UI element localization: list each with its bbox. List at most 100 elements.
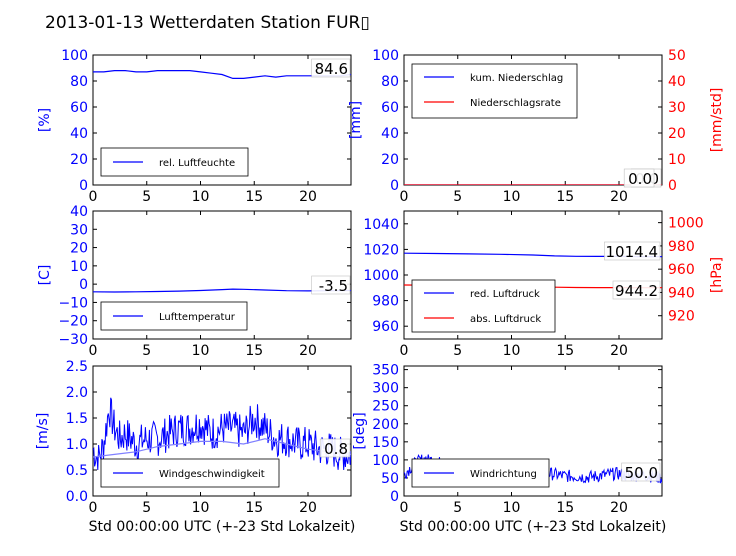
panel-temperature: 0 5 10 15 20 −30 −20 −10 0 10 20 30 40 [C] Lufttempera… [37, 204, 352, 359]
legend-entry: Windgeschwindigkeit [159, 469, 265, 480]
y-axis-label: [deg] [352, 412, 368, 449]
value-label: 1014.4 [606, 243, 659, 261]
x-tick-label: 15 [556, 189, 574, 205]
y-tick-label: 300 [372, 381, 399, 397]
y-tick-label: 1.0 [66, 437, 88, 453]
x-tick-label: 0 [89, 500, 98, 516]
current-value: 84.6 [311, 58, 351, 78]
x-tick-label: 10 [503, 343, 521, 359]
x-tick-label: 15 [245, 343, 263, 359]
legend-entry: Niederschlagsrate [470, 98, 561, 109]
y-tick-label: 2.5 [66, 359, 88, 375]
chart-title: 2013-01-13 Wetterdaten Station FUR▯ [45, 13, 370, 33]
legend: Lufttemperatur [100, 301, 248, 331]
y-tick-label: 60 [381, 100, 399, 116]
x-tick-label: 0 [400, 500, 409, 516]
x-tick-label: 15 [245, 189, 263, 205]
x-tick-label: 20 [299, 343, 317, 359]
legend-entry: abs. Luftdruck [470, 314, 541, 325]
x-tick-label: 0 [400, 343, 409, 359]
y-axis-label: [C] [37, 265, 53, 286]
x-tick-label: 10 [503, 189, 521, 205]
y-tick-label: 20 [381, 152, 399, 168]
y-tick-label: −10 [58, 295, 88, 311]
x-axis-label: Std 00:00:00 UTC (+-23 Std Lokalzeit) [400, 519, 667, 535]
series-line-lufttemperatur [93, 288, 351, 293]
y-tick-label: 80 [381, 74, 399, 90]
y-axis-label: [%] [37, 108, 53, 132]
x-tick-label: 10 [192, 500, 210, 516]
y-tick-label: 40 [381, 126, 399, 142]
series-line-windgeschwindigkeit [93, 397, 351, 471]
x-tick-label: 0 [89, 189, 98, 205]
plot-area [93, 397, 351, 471]
panel-pressure: 0 5 10 15 20 960 980 1000 1020 1040 920 940 960 980 10… [363, 210, 725, 359]
y-tick-label: 80 [70, 74, 88, 90]
legend: kum. Niederschlag Niederschlagsrate [411, 63, 578, 119]
value-label: 84.6 [315, 60, 348, 78]
value-box [319, 438, 351, 458]
y-tick-label-right: 50 [668, 48, 686, 64]
x-tick-label: 20 [299, 189, 317, 205]
x-tick-label: 5 [453, 189, 462, 205]
y-tick-label: 350 [372, 363, 399, 379]
y-tick-label: 150 [372, 435, 399, 451]
y-tick-label: 980 [372, 294, 399, 310]
value-label: 0.8 [324, 440, 348, 458]
y-tick-label: 0.0 [66, 489, 88, 505]
legend-box [411, 63, 578, 119]
plot-frame [403, 365, 663, 497]
y-tick-label: 40 [70, 126, 88, 142]
y-tick-label: 20 [70, 241, 88, 257]
x-tick-label: 5 [142, 189, 151, 205]
x-tick-label: 20 [610, 189, 628, 205]
y-tick-label: 2.0 [66, 385, 88, 401]
x-tick-label: 10 [192, 189, 210, 205]
plot-frame [92, 365, 352, 497]
y-tick-label: 60 [70, 100, 88, 116]
plot-area [93, 288, 351, 293]
series-line-rel-luftfeuchte [93, 70, 351, 79]
panel-windspeed: 0 5 10 15 20 0.0 0.5 1.0 1.5 2.0 2.5 [m/s] Std 00:00… [35, 359, 355, 535]
value-label: 944.2 [615, 282, 658, 300]
x-tick-label: 5 [142, 500, 151, 516]
y-tick-label-right: 920 [668, 309, 695, 325]
y-tick-label-right: 10 [668, 152, 686, 168]
y-tick-label: 20 [70, 152, 88, 168]
legend-entry: rel. Luftfeuchte [159, 158, 235, 169]
x-tick-label: 10 [192, 343, 210, 359]
current-value: -3.5 [311, 275, 351, 295]
y-axis-label-right: [mm/std] [709, 88, 725, 153]
x-tick-label: 20 [299, 500, 317, 516]
x-tick-label: 15 [556, 343, 574, 359]
value-box [311, 275, 351, 295]
y-tick-label: 10 [70, 259, 88, 275]
value-box [612, 280, 661, 300]
value-label: 0.0 [628, 170, 652, 188]
y-tick-label-right: 940 [668, 285, 695, 301]
value-box [604, 241, 661, 261]
current-value: 1014.4 944.2 [604, 241, 661, 300]
legend-entry: Windrichtung [470, 469, 537, 480]
y-tick-label: 1.5 [66, 411, 88, 427]
y-tick-label: 960 [372, 319, 399, 335]
x-tick-label: 0 [89, 343, 98, 359]
value-box [623, 168, 655, 188]
plot-frame [92, 210, 352, 340]
current-value: 0.8 [319, 438, 351, 458]
y-tick-label-right: 20 [668, 126, 686, 142]
legend: Windgeschwindigkeit [100, 458, 280, 488]
panel-humidity: 0 5 10 15 20 0 20 40 60 80 100 [%] rel. Luftfeuchte 8… [37, 48, 352, 205]
y-tick-label: 1040 [363, 217, 399, 233]
x-tick-label: 20 [610, 343, 628, 359]
x-tick-label: 5 [453, 500, 462, 516]
legend-box [411, 279, 556, 333]
x-tick-label: 20 [610, 500, 628, 516]
y-tick-label: 100 [61, 48, 88, 64]
y-tick-label-right: 30 [668, 100, 686, 116]
y-tick-label: 0 [390, 489, 399, 505]
value-label: 50.0 [625, 464, 658, 482]
value-label: -3.5 [319, 277, 348, 295]
